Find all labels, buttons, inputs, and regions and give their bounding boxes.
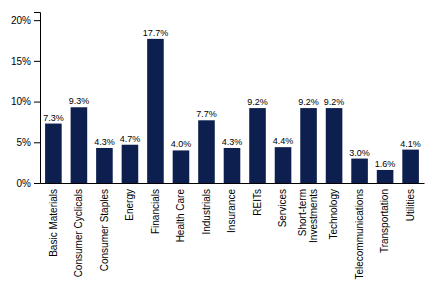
x-tick: Financials bbox=[150, 183, 161, 234]
data-label: 9.3% bbox=[69, 96, 90, 106]
data-label: 4.7% bbox=[120, 134, 141, 144]
y-axis-line bbox=[34, 13, 41, 184]
bar bbox=[71, 107, 88, 183]
x-tick: Health Care bbox=[175, 183, 186, 242]
bar bbox=[275, 147, 292, 183]
x-tick: Basic Materials bbox=[48, 183, 59, 257]
data-labels: 7.3% 9.3% 4.3% 4.7% 17.7% 4.0% 7.7% 4.3% 9.2% 4.4… bbox=[43, 28, 421, 169]
y-tick-label: 15% bbox=[11, 56, 31, 67]
x-tick-label: Technology bbox=[328, 189, 339, 240]
x-tick: Transportation bbox=[379, 183, 390, 253]
x-tick-label: Transportation bbox=[379, 189, 390, 253]
x-tick-label: Industrials bbox=[201, 189, 212, 235]
bar bbox=[224, 148, 241, 183]
x-tick-label: Energy bbox=[124, 189, 135, 221]
data-label: 9.2% bbox=[324, 97, 345, 107]
y-tick: 20% bbox=[11, 15, 40, 26]
y-tick-label: 5% bbox=[17, 137, 32, 148]
bar bbox=[351, 159, 368, 183]
x-tick-label: Consumer Staples bbox=[99, 189, 110, 271]
x-tick-label: Financials bbox=[150, 189, 161, 234]
y-tick: 0% bbox=[17, 178, 40, 189]
data-label: 4.4% bbox=[273, 136, 294, 146]
x-tick: Industrials bbox=[201, 183, 212, 235]
x-tick-label: Services bbox=[277, 189, 288, 227]
x-tick: Short-termInvestments bbox=[297, 183, 319, 243]
data-label: 3.0% bbox=[349, 148, 370, 158]
bars bbox=[45, 39, 419, 183]
y-tick-mark bbox=[34, 142, 40, 143]
bar bbox=[249, 108, 266, 183]
data-label: 9.2% bbox=[247, 97, 268, 107]
data-label: 4.3% bbox=[222, 137, 243, 147]
x-tick: Consumer Cyclicals bbox=[73, 183, 84, 277]
bar bbox=[326, 108, 343, 183]
data-label: 9.2% bbox=[298, 97, 319, 107]
y-tick-mark bbox=[34, 20, 40, 21]
data-label: 1.6% bbox=[375, 159, 396, 169]
chart: 0% 5% 10% 15% 20% Basic Materials Consumer Cyc… bbox=[0, 0, 434, 289]
data-label: 7.7% bbox=[196, 109, 217, 119]
x-tick: Telecommunications bbox=[354, 183, 365, 280]
bar bbox=[377, 170, 394, 183]
x-tick: REITs bbox=[252, 183, 263, 216]
bar bbox=[402, 150, 419, 183]
y-tick: 5% bbox=[17, 137, 40, 148]
y-tick-label: 20% bbox=[11, 15, 31, 26]
y-tick: 10% bbox=[11, 96, 40, 107]
plot: 0% 5% 10% 15% 20% Basic Materials Consumer Cyc… bbox=[11, 13, 425, 280]
x-tick-label: Health Care bbox=[175, 189, 186, 243]
bar bbox=[122, 145, 139, 183]
bar bbox=[198, 120, 215, 183]
x-tick: Services bbox=[277, 183, 288, 227]
y-tick-label: 10% bbox=[11, 96, 31, 107]
x-tick: Utilities bbox=[405, 183, 416, 221]
x-axis: Basic Materials Consumer Cyclicals Consume… bbox=[41, 183, 425, 280]
x-tick-label: Consumer Cyclicals bbox=[73, 189, 84, 277]
x-tick-label: Short-termInvestments bbox=[297, 189, 319, 243]
bar bbox=[147, 39, 164, 183]
data-label: 7.3% bbox=[43, 113, 64, 123]
x-tick-label: Telecommunications bbox=[354, 189, 365, 280]
x-tick-label: REITs bbox=[252, 189, 263, 216]
bar bbox=[45, 124, 62, 183]
bar bbox=[300, 108, 317, 183]
data-label: 4.0% bbox=[171, 139, 192, 149]
bar bbox=[96, 148, 113, 183]
x-tick-label: Utilities bbox=[405, 189, 416, 221]
y-tick-label: 0% bbox=[17, 178, 32, 189]
x-tick-label: Insurance bbox=[226, 189, 237, 233]
data-label: 17.7% bbox=[143, 28, 169, 38]
y-tick: 15% bbox=[11, 56, 40, 67]
x-tick: Energy bbox=[124, 183, 135, 221]
data-label: 4.1% bbox=[400, 139, 421, 149]
y-tick-mark bbox=[34, 102, 40, 103]
x-axis-line bbox=[41, 183, 425, 184]
x-tick: Consumer Staples bbox=[99, 183, 110, 271]
data-label: 4.3% bbox=[94, 137, 115, 147]
x-tick-label: Basic Materials bbox=[48, 189, 59, 257]
bar bbox=[173, 150, 190, 183]
y-axis: 0% 5% 10% 15% 20% bbox=[11, 13, 41, 189]
y-tick-mark bbox=[34, 61, 40, 62]
x-tick: Technology bbox=[328, 183, 339, 240]
y-tick-mark bbox=[34, 183, 40, 184]
x-tick: Insurance bbox=[226, 183, 237, 233]
